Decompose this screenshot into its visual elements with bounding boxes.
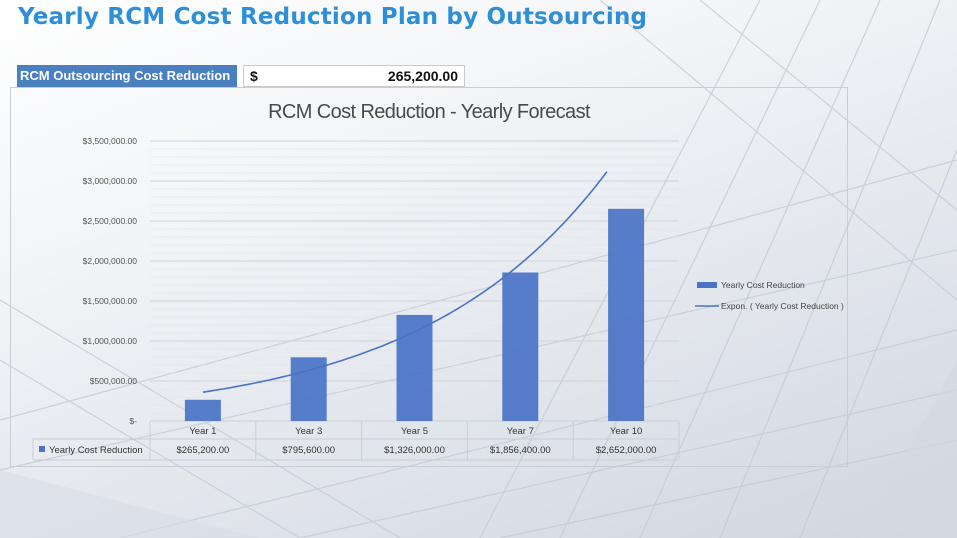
y-tick-label: $1,000,000.00 [83,336,138,346]
y-tick-label: $1,500,000.00 [83,296,138,306]
table-series-marker [39,446,45,452]
legend-trend-label: Expon. ( Yearly Cost Reduction ) [721,301,844,311]
chart-frame: RCM Cost Reduction - Yearly Forecast $- $5… [10,87,848,467]
y-tick-label: $2,000,000.00 [83,256,138,266]
cost-reduction-chart: RCM Cost Reduction - Yearly Forecast $- $5… [32,101,844,461]
table-series-label: Yearly Cost Reduction [49,445,143,456]
x-tick-label: Year 3 [295,426,322,437]
bar-year-5 [396,314,433,421]
x-tick-label: Year 1 [189,426,216,437]
summary-row: RCM Outsourcing Cost Reduction $ 265,200… [17,65,465,87]
y-tick-label: $- [129,416,137,426]
data-table-value: $1,856,400.00 [490,445,551,456]
bar-year-3 [290,357,327,421]
chart-title: RCM Cost Reduction - Yearly Forecast [268,101,591,123]
data-table-value: $265,200.00 [176,445,229,456]
summary-value-cell[interactable]: $ 265,200.00 [243,65,465,87]
y-tick-label: $500,000.00 [90,376,138,386]
data-table-value: $2,652,000.00 [596,445,657,456]
bar-year-1 [184,399,221,421]
x-tick-label: Year 10 [610,426,642,437]
page-title: Yearly RCM Cost Reduction Plan by Outsou… [18,4,648,30]
currency-symbol: $ [250,68,258,84]
bar-year-10 [608,208,645,421]
summary-value: 265,200.00 [387,68,458,84]
bar-year-7 [502,272,539,421]
exponential-trendline [202,171,608,393]
summary-label: RCM Outsourcing Cost Reduction [17,65,237,87]
legend-bar-swatch [697,282,717,288]
x-tick-label: Year 5 [401,426,428,437]
y-tick-label: $3,000,000.00 [83,176,138,186]
summary-gap [237,65,243,87]
y-tick-label: $2,500,000.00 [83,216,138,226]
x-tick-label: Year 7 [507,426,534,437]
data-table-value: $1,326,000.00 [384,445,445,456]
y-tick-label: $3,500,000.00 [83,136,138,146]
legend-bar-label: Yearly Cost Reduction [721,280,805,290]
data-table-value: $795,600.00 [282,445,335,456]
